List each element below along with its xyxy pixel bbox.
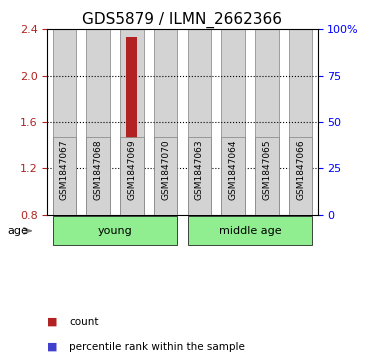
Bar xyxy=(92,186,104,215)
Text: middle age: middle age xyxy=(219,226,281,236)
Text: GSM1847064: GSM1847064 xyxy=(228,139,238,200)
Bar xyxy=(59,205,70,215)
FancyBboxPatch shape xyxy=(53,136,76,215)
Text: GSM1847068: GSM1847068 xyxy=(93,139,103,200)
Text: GSM1847070: GSM1847070 xyxy=(161,139,170,200)
Bar xyxy=(221,29,245,215)
Bar xyxy=(188,29,211,215)
Text: ■: ■ xyxy=(47,342,58,352)
Bar xyxy=(92,200,104,215)
FancyBboxPatch shape xyxy=(120,136,144,215)
Bar xyxy=(53,29,76,215)
Bar xyxy=(126,37,138,215)
FancyBboxPatch shape xyxy=(188,136,211,215)
FancyBboxPatch shape xyxy=(86,136,110,215)
Text: age: age xyxy=(7,226,28,236)
Text: percentile rank within the sample: percentile rank within the sample xyxy=(69,342,245,352)
Bar xyxy=(289,29,312,215)
FancyBboxPatch shape xyxy=(255,136,279,215)
Title: GDS5879 / ILMN_2662366: GDS5879 / ILMN_2662366 xyxy=(82,12,283,28)
Bar xyxy=(126,193,138,215)
Text: GSM1847069: GSM1847069 xyxy=(127,139,137,200)
FancyBboxPatch shape xyxy=(53,216,177,245)
Bar xyxy=(255,29,279,215)
Bar xyxy=(120,29,144,215)
Text: GSM1847066: GSM1847066 xyxy=(296,139,305,200)
FancyBboxPatch shape xyxy=(188,216,312,245)
FancyBboxPatch shape xyxy=(221,136,245,215)
FancyBboxPatch shape xyxy=(289,136,312,215)
Bar xyxy=(154,29,177,215)
Text: count: count xyxy=(69,317,99,327)
Bar xyxy=(86,29,110,215)
Bar xyxy=(59,159,70,215)
Text: GSM1847067: GSM1847067 xyxy=(60,139,69,200)
Text: GSM1847065: GSM1847065 xyxy=(262,139,272,200)
Text: ■: ■ xyxy=(47,317,58,327)
Text: young: young xyxy=(97,226,132,236)
FancyBboxPatch shape xyxy=(154,136,177,215)
Text: GSM1847063: GSM1847063 xyxy=(195,139,204,200)
